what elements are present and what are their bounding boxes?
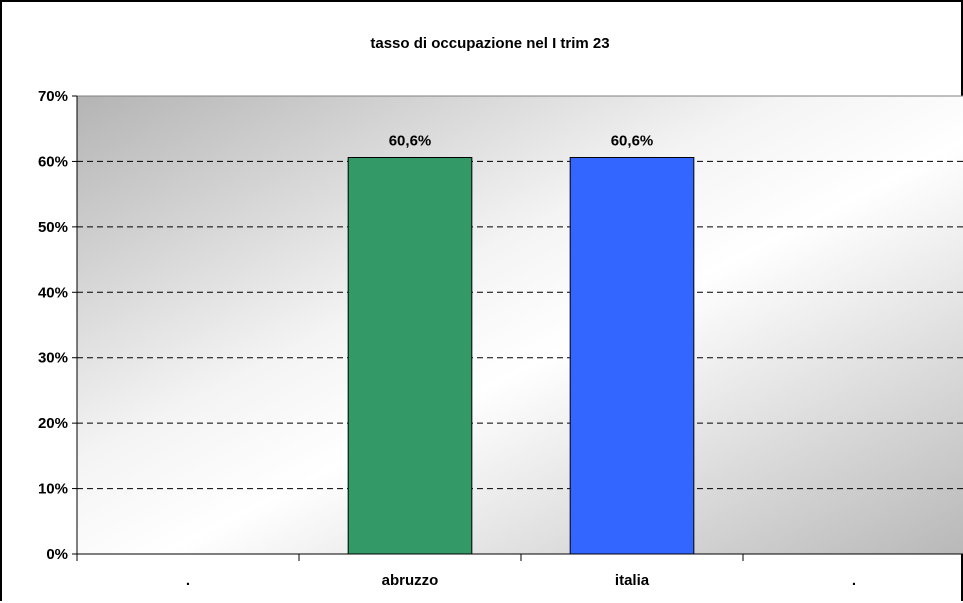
bar bbox=[569, 157, 695, 555]
axes bbox=[72, 95, 963, 561]
data-labels: 60,6% 60,6% bbox=[389, 133, 654, 150]
bar bbox=[347, 157, 473, 555]
x-category-labels: . abruzzo italia. bbox=[186, 572, 856, 589]
gridlines bbox=[77, 95, 963, 490]
y-tick-label: 20% bbox=[38, 415, 68, 432]
bars bbox=[347, 157, 695, 555]
y-tick-label: 10% bbox=[38, 481, 68, 498]
x-tick-label: italia bbox=[615, 572, 650, 589]
y-tick-label: 50% bbox=[38, 219, 68, 236]
x-tick-label: . bbox=[186, 572, 190, 589]
data-label: 60,6% bbox=[611, 133, 654, 150]
y-tick-label: 40% bbox=[38, 284, 68, 301]
chart-title: tasso di occupazione nel I trim 23 bbox=[370, 35, 609, 52]
plot-area bbox=[77, 96, 963, 554]
y-tick-label: 70% bbox=[38, 88, 68, 105]
y-tick-label: 0% bbox=[46, 546, 68, 563]
y-tick-label: 60% bbox=[38, 153, 68, 170]
y-tick-label: 30% bbox=[38, 350, 68, 367]
x-tick-label: . bbox=[852, 572, 856, 589]
y-tick-labels: 0% 10% 20% 30% 40% 50% 60% 70% bbox=[38, 88, 68, 563]
data-label: 60,6% bbox=[389, 133, 432, 150]
x-tick-label: abruzzo bbox=[382, 572, 439, 589]
